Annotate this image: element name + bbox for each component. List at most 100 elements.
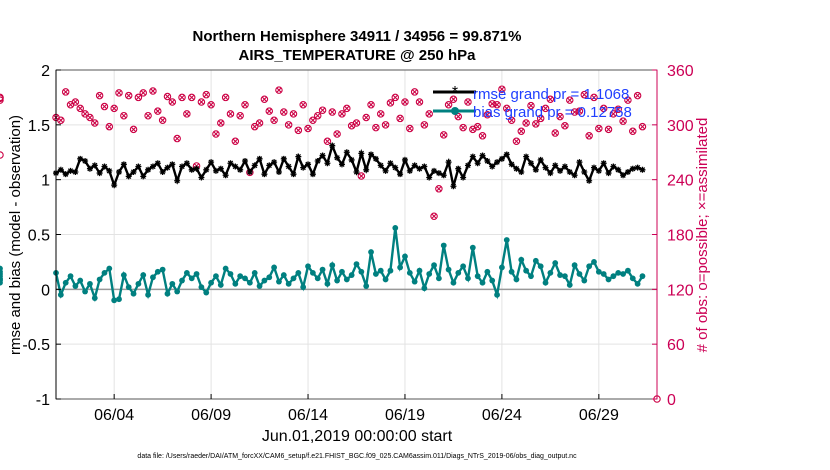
bias-point bbox=[542, 279, 549, 286]
rmse-point bbox=[212, 167, 219, 174]
bias-point bbox=[116, 296, 122, 303]
bias-point bbox=[479, 279, 486, 286]
bias-point bbox=[547, 269, 554, 276]
bias-point bbox=[256, 283, 263, 289]
obs-assimilated-point bbox=[363, 114, 369, 121]
bias-point bbox=[251, 269, 258, 276]
bias-point bbox=[503, 237, 510, 243]
bias-point bbox=[213, 273, 219, 280]
obs-possible-point bbox=[580, 90, 589, 99]
obs-possible-point bbox=[357, 172, 366, 180]
obs-assimilated-point bbox=[227, 111, 234, 117]
rmse-point bbox=[489, 163, 496, 170]
x-axis-label: Jun.01,2019 00:00:00 start bbox=[262, 428, 453, 445]
obs-assimilated-point bbox=[111, 105, 117, 111]
obs-assimilated-point bbox=[232, 138, 238, 144]
rmse-point bbox=[406, 167, 413, 174]
obs-assimilated-point bbox=[266, 108, 272, 114]
rmse-point bbox=[411, 162, 418, 169]
rmse-point bbox=[421, 163, 428, 170]
rmse-point bbox=[159, 168, 166, 175]
obs-possible-point bbox=[86, 113, 94, 122]
rmse-point bbox=[290, 171, 297, 178]
obs-possible-point bbox=[527, 101, 535, 110]
obs-assimilated-point bbox=[635, 92, 641, 99]
bias-point bbox=[334, 277, 341, 284]
obs-assimilated-point bbox=[552, 130, 558, 136]
obs-assimilated-point bbox=[407, 125, 413, 132]
obs-assimilated-point bbox=[189, 94, 195, 101]
obs-possible-point bbox=[313, 111, 322, 120]
obs-assimilated-point bbox=[358, 173, 364, 179]
rmse-point bbox=[309, 171, 316, 178]
obs-possible-point bbox=[372, 123, 380, 132]
bias-point bbox=[372, 271, 379, 277]
rmse-point bbox=[232, 163, 239, 170]
rmse-point bbox=[222, 172, 229, 179]
bias-point bbox=[513, 276, 520, 283]
obs-assimilated-point bbox=[504, 105, 510, 111]
rmse-point bbox=[237, 166, 244, 173]
bias-point bbox=[358, 268, 365, 275]
bias-point bbox=[130, 290, 137, 297]
bias-point bbox=[319, 266, 326, 273]
rmse-point bbox=[445, 159, 452, 166]
right-tick-label-3: 180 bbox=[667, 228, 694, 245]
left-tick-label-0: -1 bbox=[36, 392, 50, 409]
rmse-point bbox=[610, 163, 617, 170]
obs-assimilated-point bbox=[97, 92, 103, 99]
obs-assimilated-point bbox=[465, 99, 471, 105]
bias-point bbox=[586, 263, 593, 270]
obs-assimilated-point bbox=[116, 90, 122, 96]
bias-point bbox=[72, 283, 79, 289]
bias-point bbox=[82, 288, 88, 295]
obs-possible-point bbox=[614, 105, 622, 114]
rmse-point bbox=[169, 161, 176, 168]
bias-point bbox=[610, 273, 617, 280]
rmse-point bbox=[77, 155, 84, 162]
obs-assimilated-point bbox=[310, 117, 316, 123]
rmse-point bbox=[552, 162, 559, 169]
rmse-point bbox=[518, 168, 525, 175]
bias-point bbox=[460, 263, 467, 270]
rmse-point bbox=[435, 170, 442, 177]
legend: * rmse grand pr = 1.1068 bias grand pr =… bbox=[433, 84, 632, 121]
obs-assimilated-point bbox=[315, 113, 321, 119]
bias-point bbox=[91, 295, 98, 302]
obs-possible-point bbox=[541, 104, 550, 113]
rmse-point bbox=[484, 158, 491, 165]
obs-possible-point bbox=[338, 110, 346, 118]
obs-possible-point bbox=[275, 86, 283, 94]
rmse-point bbox=[450, 183, 457, 190]
obs-possible-point bbox=[129, 125, 138, 134]
rmse-point bbox=[372, 155, 379, 162]
bias-point bbox=[222, 265, 229, 272]
bias-point bbox=[145, 291, 151, 298]
obs-possible-point bbox=[134, 93, 143, 102]
obs-assimilated-point bbox=[620, 118, 626, 124]
obs-assimilated-point bbox=[581, 92, 587, 98]
obs-possible-point bbox=[454, 112, 463, 121]
bias-point bbox=[125, 284, 132, 291]
rmse-point bbox=[397, 171, 404, 178]
bias-point bbox=[595, 268, 602, 275]
obs-assimilated-point bbox=[184, 111, 190, 117]
obs-assimilated-point bbox=[518, 128, 524, 134]
obs-assimilated-point bbox=[286, 122, 292, 128]
obs-assimilated-point bbox=[82, 111, 88, 117]
obs-assimilated-point bbox=[349, 123, 355, 129]
rmse-point bbox=[508, 161, 515, 168]
obs-possible-point bbox=[100, 102, 109, 111]
obs-possible-point bbox=[299, 100, 307, 109]
rmse-point bbox=[183, 160, 190, 167]
obs-possible-point bbox=[265, 107, 274, 115]
obs-possible-point bbox=[280, 108, 288, 116]
rmse-point bbox=[620, 172, 627, 179]
obs-possible-point bbox=[595, 124, 603, 133]
x-tick-label-3: 06/19 bbox=[385, 407, 425, 424]
left-tick-label-6: 2 bbox=[41, 63, 50, 80]
rmse-point bbox=[479, 152, 486, 159]
bias-point bbox=[518, 256, 525, 263]
obs-possible-point bbox=[381, 121, 390, 129]
obs-possible-point bbox=[609, 110, 618, 118]
